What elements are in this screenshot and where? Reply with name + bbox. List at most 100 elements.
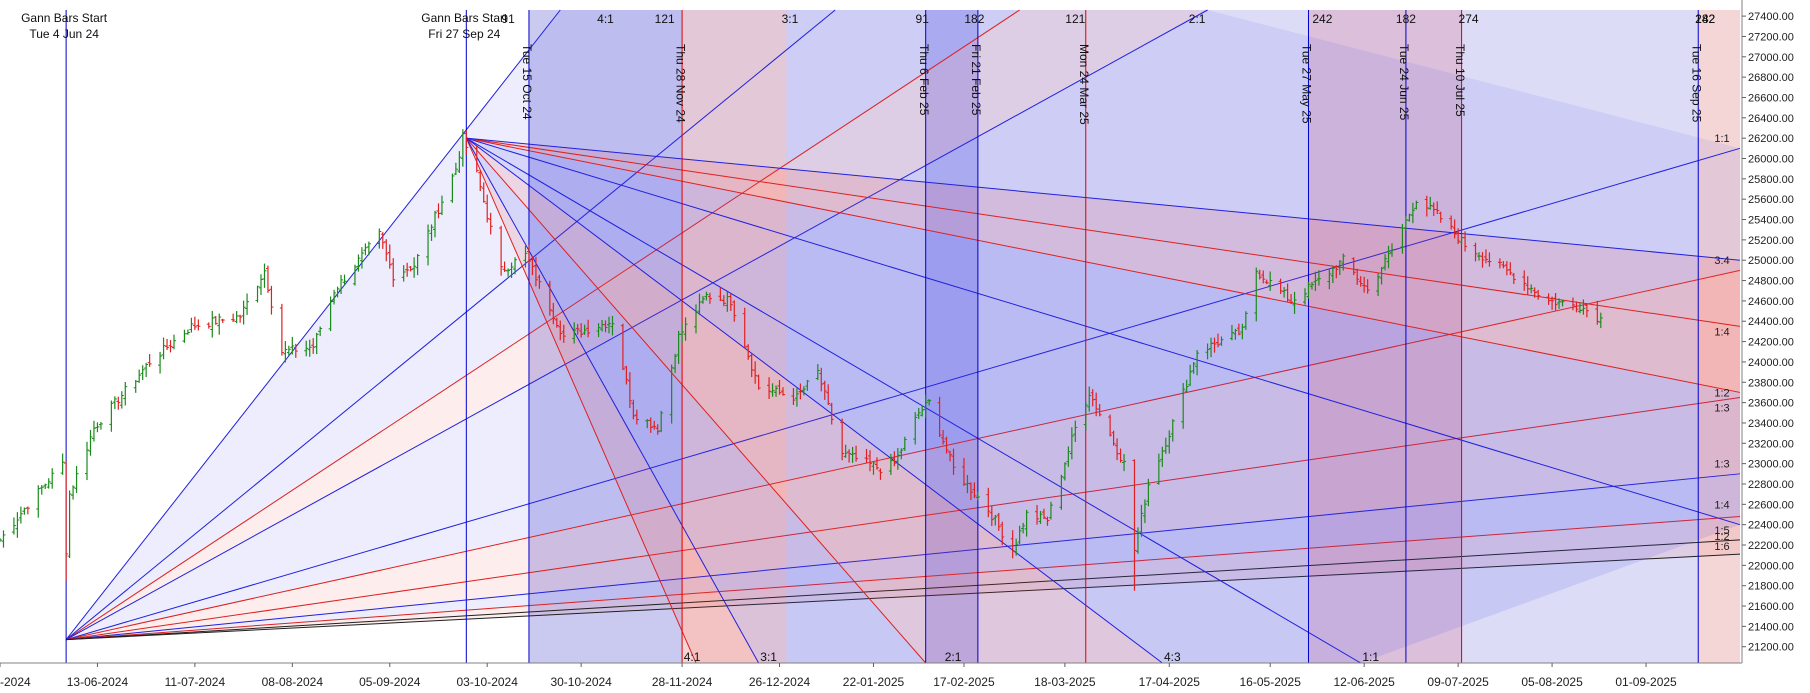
y-tick-label: 23600.00: [1748, 398, 1794, 410]
fan-line: [65, 9, 561, 640]
vertical-line-date-label: Tue 27 May 25: [1300, 44, 1314, 124]
y-tick-label: 25800.00: [1748, 174, 1794, 186]
time-band: [1405, 10, 1462, 663]
y-tick-label: 24400.00: [1748, 316, 1794, 328]
y-tick-label: 26600.00: [1748, 92, 1794, 104]
x-tick-label: 05-09-2024: [359, 675, 421, 689]
fan-wedge: [466, 138, 1740, 663]
y-tick-label: 25000.00: [1748, 255, 1794, 267]
y-tick-label: 27400.00: [1748, 11, 1794, 23]
x-axis: 16-05-2024 13-06-2024 11-07-2024 08-08-2024…: [0, 662, 1810, 693]
fan-line: [66, 269, 1741, 641]
y-tick-label: 26400.00: [1748, 113, 1794, 125]
y-tick-label: 23400.00: [1748, 418, 1794, 430]
fan-ratio-label: 1:5: [1714, 525, 1729, 537]
top-count-label: 242: [1695, 12, 1715, 26]
fan-line: [66, 473, 1741, 641]
fan-ratio-label: 1:4: [1714, 499, 1729, 511]
fan-ratio-label: 1:6: [1714, 541, 1729, 553]
y-tick-label: 22000.00: [1748, 560, 1794, 572]
fan-line: [466, 137, 1361, 664]
y-axis: 21200.00 21400.00 21600.00 21800.00 22000.00…: [1741, 0, 1810, 693]
y-tick-label: 22600.00: [1748, 499, 1794, 511]
top-count-label: 182: [1695, 12, 1715, 26]
fan-line: [465, 137, 760, 664]
time-band: [1308, 10, 1406, 663]
x-axis-background: [0, 663, 1810, 693]
vertical-line-date-label: Thu 6 Feb 25: [917, 44, 931, 116]
x-tick-label: 09-07-2025: [1427, 675, 1489, 689]
bottom-ratio-label: 4:3: [1164, 650, 1181, 664]
time-band: [925, 10, 978, 663]
y-tick-label: 21200.00: [1748, 642, 1794, 654]
fan-line: [65, 9, 836, 640]
x-tick-label: 13-06-2024: [67, 675, 129, 689]
y-tick-label: 26000.00: [1748, 154, 1794, 166]
x-tick-label: 12-06-2025: [1333, 675, 1395, 689]
y-tick-label: 24800.00: [1748, 276, 1794, 288]
chart-labels: 1:1 3:4 1:2 1:3 1:4 1:5 1:6 1:4 1:3 1:2 Tue 15 Oct…: [21, 11, 1730, 664]
price-bars: [0, 129, 1603, 591]
top-count-label: 274: [1459, 12, 1479, 26]
top-count-label: 4:1: [597, 12, 614, 26]
x-tick-label: 26-12-2024: [749, 675, 811, 689]
vertical-line-date-label: Tue 16 Sep 25: [1689, 44, 1703, 123]
x-tick-label: 16-05-2025: [1240, 675, 1302, 689]
y-tick-label: 26800.00: [1748, 72, 1794, 84]
y-tick-label: 22400.00: [1748, 520, 1794, 532]
fan-ratio-label: 1:3: [1714, 403, 1729, 415]
time-band: [682, 10, 787, 663]
vertical-line-date-label: Thu 10 Jul 25: [1453, 44, 1467, 117]
y-tick-label: 25600.00: [1748, 194, 1794, 206]
fan-line: [66, 397, 1741, 641]
fan-line: [465, 137, 927, 664]
fan-ratio-label: 1:2: [1714, 387, 1729, 399]
y-tick-label: 21600.00: [1748, 601, 1794, 613]
fan-line: [466, 137, 1741, 261]
fan-line: [466, 137, 1741, 526]
time-band: [977, 10, 1086, 663]
top-count-label: 91: [916, 12, 930, 26]
fan-ratio-label: 1:4: [1714, 326, 1729, 338]
y-tick-label: 23000.00: [1748, 459, 1794, 471]
time-band: [786, 10, 926, 663]
y-tick-label: 22200.00: [1748, 540, 1794, 552]
x-tick-label: 30-10-2024: [550, 675, 612, 689]
fan-wedge: [66, 10, 1741, 640]
bottom-ratio-label: 3:1: [760, 650, 777, 664]
x-tick-label: 22-01-2025: [843, 675, 905, 689]
fan-line: [466, 137, 1741, 393]
x-tick-label: 28-11-2024: [652, 675, 713, 689]
bottom-ratio-label: 4:1: [684, 650, 701, 664]
y-tick-label: 21400.00: [1748, 621, 1794, 633]
fan-line: [65, 9, 1020, 641]
y-tick-label: 27200.00: [1748, 31, 1794, 43]
x-tick-label: 01-09-2025: [1615, 675, 1677, 689]
y-tick-label: 22800.00: [1748, 479, 1794, 491]
time-band: [1085, 10, 1309, 663]
y-tick-label: 24200.00: [1748, 337, 1794, 349]
bottom-ratio-label: 1:1: [1362, 650, 1379, 664]
bottom-ratio-label: 2:1: [945, 650, 962, 664]
time-bands: [528, 10, 1740, 663]
vertical-line-date-label: Mon 24 Mar 25: [1077, 44, 1091, 125]
x-tick-label: 17-02-2025: [933, 675, 995, 689]
fan-line: [66, 516, 1741, 641]
top-count-label: 3:1: [782, 12, 799, 26]
y-tick-label: 24600.00: [1748, 296, 1794, 308]
top-count-label: 121: [1065, 12, 1085, 26]
fan-line: [66, 539, 1741, 641]
fan-line: [65, 9, 1208, 641]
vertical-line-date-label: Fri 21 Feb 25: [969, 44, 983, 116]
y-axis-background: [1742, 0, 1810, 693]
fan-line: [66, 553, 1741, 641]
x-tick-label: 16-05-2024: [0, 675, 31, 689]
gann-start-label: Fri 27 Sep 24: [428, 27, 500, 41]
top-count-label: 182: [1396, 12, 1416, 26]
fan-line: [466, 137, 1163, 664]
y-tick-label: 23200.00: [1748, 438, 1794, 450]
y-tick-label: 26200.00: [1748, 133, 1794, 145]
gann-start-label: Gann Bars Start: [21, 11, 108, 25]
y-tick-label: 23800.00: [1748, 377, 1794, 389]
